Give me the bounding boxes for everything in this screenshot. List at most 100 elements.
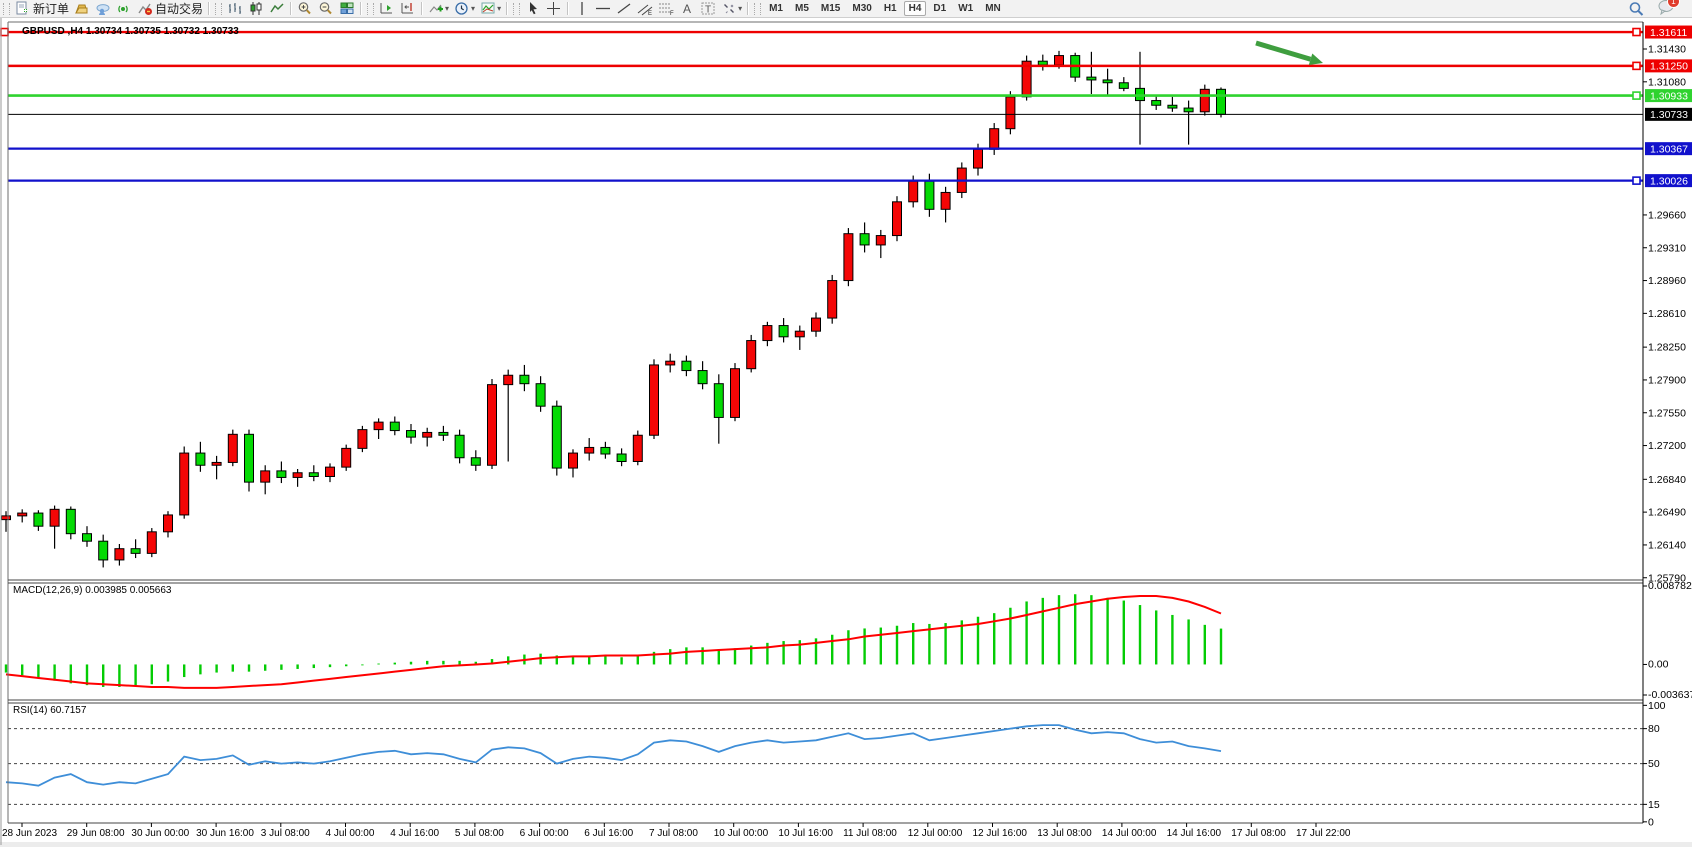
price-badge	[1645, 59, 1692, 73]
svg-text:E: E	[648, 11, 652, 16]
chart-shift-button[interactable]	[397, 1, 418, 17]
price-scale[interactable]: 1.31430 1.31080 1.29660 1.29310 1.28960 1.286…	[1643, 25, 1692, 585]
price-badge	[1645, 25, 1692, 39]
vertical-line-icon	[573, 1, 590, 17]
svg-text:1.28250: 1.28250	[1648, 342, 1686, 354]
arrows-caret-icon: ▾	[738, 4, 743, 13]
hline-handle[interactable]	[1632, 61, 1641, 71]
line-chart-button[interactable]	[266, 1, 287, 17]
svg-text:30 Jun 16:00: 30 Jun 16:00	[196, 828, 254, 839]
periods-button[interactable]: ▾	[451, 1, 477, 17]
timeframe-m5[interactable]: M5	[795, 3, 809, 14]
macd-scale: 0.008782 0.00 -0.003637	[1643, 580, 1692, 701]
arrows-button[interactable]: ▾	[718, 1, 744, 17]
horizontal-lines[interactable]	[0, 27, 1643, 185]
svg-text:1.30733: 1.30733	[1650, 109, 1688, 121]
cursor-button[interactable]	[522, 1, 543, 17]
toolbar-separator	[360, 2, 362, 15]
svg-text:12 Jul 00:00: 12 Jul 00:00	[908, 828, 963, 839]
line-chart-icon	[268, 1, 285, 17]
trendline-icon	[615, 1, 632, 17]
horizontal-line-button[interactable]	[592, 1, 613, 17]
annotation-arrow[interactable]	[1255, 40, 1323, 65]
periods-caret-icon: ▾	[471, 4, 476, 13]
timeframe-h1[interactable]: H1	[883, 3, 897, 14]
rsi-indicator-label: RSI(14) 60.7157	[13, 705, 87, 716]
vertical-line-button[interactable]	[571, 1, 592, 17]
search-icon	[1628, 1, 1645, 17]
svg-text:1.26490: 1.26490	[1648, 507, 1686, 519]
auto-scroll-button[interactable]	[376, 1, 397, 17]
notification-badge: 1	[1667, 0, 1680, 8]
toolbar-separator	[421, 2, 423, 15]
indicators-icon	[427, 1, 444, 17]
toolbar-grip	[215, 2, 223, 15]
timeframe-d1[interactable]: D1	[933, 3, 947, 14]
auto-trading-button[interactable]: 自动交易	[134, 1, 205, 17]
timeframe-m1[interactable]: M1	[769, 3, 783, 14]
broadcast-icon	[115, 1, 132, 17]
candlestick-chart-button[interactable]	[245, 1, 266, 17]
templates-icon	[479, 1, 496, 17]
svg-text:6 Jul 16:00: 6 Jul 16:00	[584, 828, 633, 839]
hline-handle[interactable]	[1632, 176, 1641, 185]
hline-handle[interactable]	[0, 27, 9, 37]
bar-chart-button[interactable]	[224, 1, 245, 17]
broadcast-button[interactable]	[113, 1, 134, 17]
svg-text:3 Jul 08:00: 3 Jul 08:00	[261, 828, 310, 839]
price-badge	[1645, 142, 1692, 156]
auto-trading-label: 自动交易	[155, 2, 204, 16]
new-order-icon	[14, 1, 31, 17]
svg-text:T: T	[705, 5, 711, 16]
toolbar-separator	[506, 2, 508, 15]
zoom-out-button[interactable]	[315, 1, 336, 17]
svg-text:12 Jul 16:00: 12 Jul 16:00	[973, 828, 1028, 839]
zoom-in-button[interactable]	[294, 1, 315, 17]
svg-text:1.26140: 1.26140	[1648, 539, 1686, 551]
timeframe-m30[interactable]: M30	[852, 3, 872, 14]
equidistant-channel-button[interactable]: E	[634, 1, 655, 17]
toolbar-grip	[754, 2, 762, 15]
chat-button[interactable]: 1	[1657, 0, 1680, 18]
search-button[interactable]	[1626, 1, 1647, 17]
time-scale[interactable]: 28 Jun 2023 29 Jun 08:00 30 Jun 00:00 30 Ju…	[2, 823, 1351, 839]
price-badge	[1645, 174, 1692, 188]
hline-handle[interactable]	[1632, 27, 1641, 37]
svg-text:-0.003637: -0.003637	[1648, 689, 1692, 701]
profiles-icon	[73, 1, 90, 17]
svg-text:1.29310: 1.29310	[1648, 242, 1686, 254]
crosshair-button[interactable]	[543, 1, 564, 17]
timeframe-m15[interactable]: M15	[820, 3, 841, 14]
periods-clock-icon	[453, 1, 470, 17]
text-label-button[interactable]: T	[697, 1, 718, 17]
svg-text:1.31611: 1.31611	[1650, 27, 1687, 39]
signals-button[interactable]	[92, 1, 113, 17]
rsi-panel	[5, 724, 1643, 805]
profiles-button[interactable]	[71, 1, 92, 17]
templates-button[interactable]: ▾	[477, 1, 503, 17]
templates-caret-icon: ▾	[497, 4, 502, 13]
new-order-button[interactable]: 新订单	[12, 1, 71, 17]
toolbar-grip	[367, 2, 375, 15]
signals-cloud-icon	[94, 1, 111, 17]
svg-text:14 Jul 00:00: 14 Jul 00:00	[1102, 828, 1157, 839]
chart-title: GBPUSD ,H4 1.30734 1.30735 1.30732 1.307…	[22, 26, 239, 37]
text-button[interactable]: A	[676, 1, 697, 17]
fibonacci-button[interactable]: F	[655, 1, 676, 17]
timeframe-mn[interactable]: MN	[985, 3, 1001, 14]
trendline-button[interactable]	[613, 1, 634, 17]
rsi-scale: 100 80 50 15 0	[1643, 700, 1666, 828]
svg-text:17 Jul 22:00: 17 Jul 22:00	[1296, 828, 1351, 839]
svg-text:1.27200: 1.27200	[1648, 440, 1686, 452]
text-label-icon: T	[699, 1, 716, 17]
toolbar-separator	[290, 2, 292, 15]
timeframe-h4[interactable]: H4	[903, 1, 927, 16]
tile-windows-button[interactable]	[336, 1, 357, 17]
hline-handle[interactable]	[1632, 91, 1641, 100]
timeframe-w1[interactable]: W1	[958, 3, 974, 14]
svg-text:100: 100	[1648, 700, 1666, 712]
svg-text:13 Jul 08:00: 13 Jul 08:00	[1037, 828, 1092, 839]
svg-text:4 Jul 16:00: 4 Jul 16:00	[390, 828, 439, 839]
indicators-button[interactable]: ▾	[425, 1, 451, 17]
